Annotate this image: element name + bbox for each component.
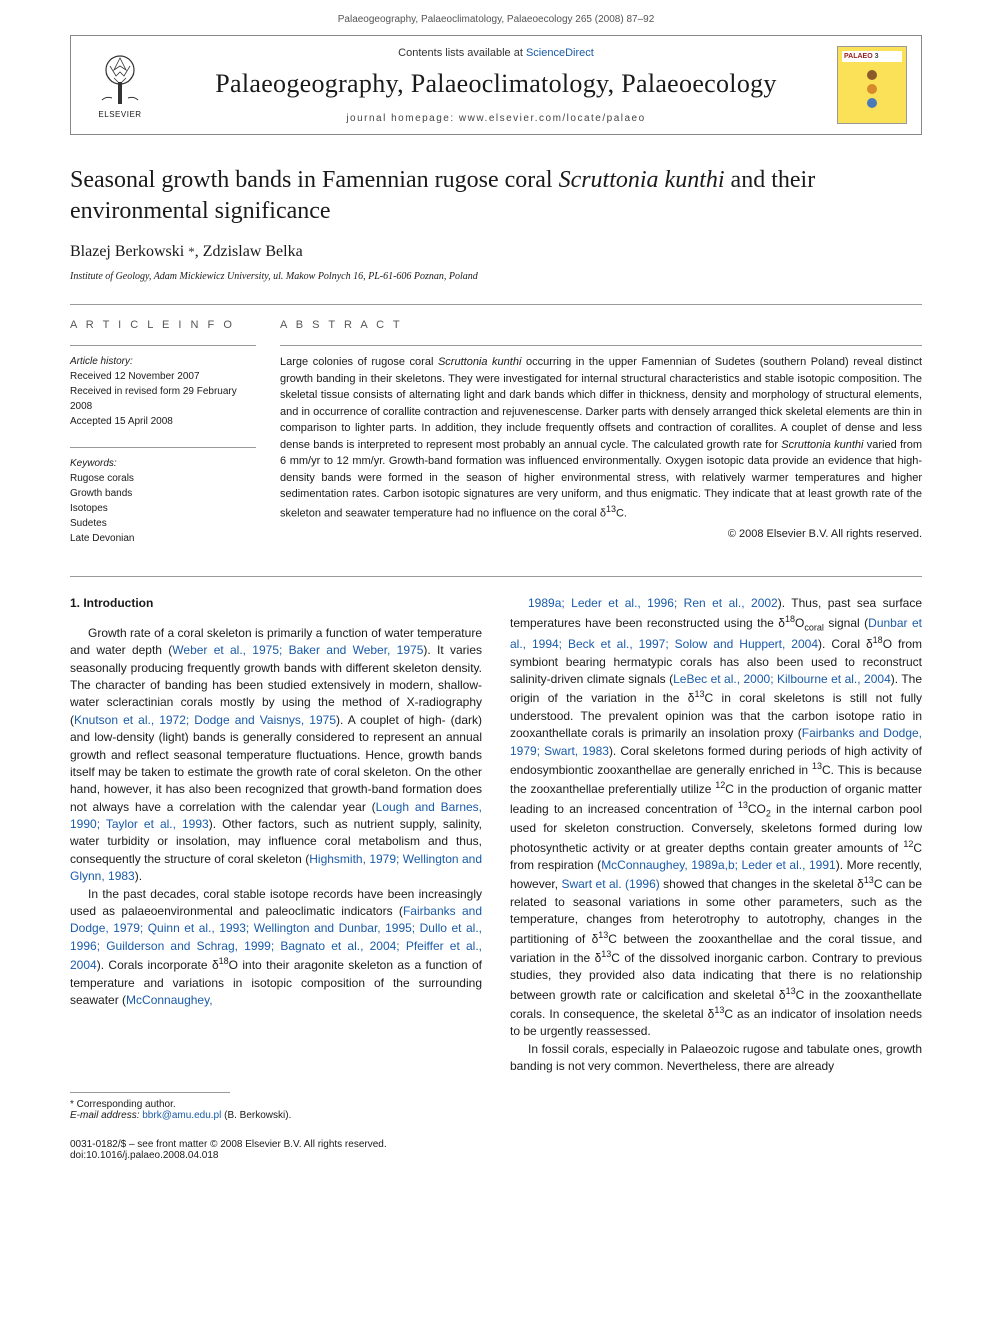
history-label: Article history: (70, 354, 256, 369)
divider-bottom (70, 576, 922, 577)
intro-heading: 1. Introduction (70, 595, 482, 612)
article-info-label: A R T I C L E I N F O (70, 319, 256, 331)
palaeo-label: PALAEO 3 (842, 51, 902, 62)
keyword-2: Isotopes (70, 501, 256, 516)
article-info-column: A R T I C L E I N F O Article history: R… (70, 319, 280, 564)
corresponding-author: * Corresponding author. (70, 1099, 922, 1110)
author-2: , Zdzislaw Belka (195, 243, 303, 260)
footer: * Corresponding author. E-mail address: … (70, 1099, 922, 1121)
journal-center: Contents lists available at ScienceDirec… (155, 47, 837, 124)
page-citation: Palaeogeography, Palaeoclimatology, Pala… (0, 0, 992, 35)
contents-prefix: Contents lists available at (398, 47, 526, 59)
history-received: Received 12 November 2007 (70, 369, 256, 384)
title-species: Scruttonia kunthi (559, 167, 725, 193)
abstract-label: A B S T R A C T (280, 319, 922, 331)
elsevier-tree-icon (92, 52, 148, 108)
journal-masthead: ELSEVIER Contents lists available at Sci… (70, 35, 922, 135)
keyword-0: Rugose corals (70, 471, 256, 486)
column-left: 1. Introduction Growth rate of a coral s… (70, 595, 482, 1075)
body-paragraph: In the past decades, coral stable isotop… (70, 886, 482, 1010)
history-revised: Received in revised form 29 February 200… (70, 384, 256, 414)
body-paragraph: Growth rate of a coral skeleton is prima… (70, 625, 482, 886)
author-1: Blazej Berkowski (70, 243, 188, 260)
footer-issn-doi: 0031-0182/$ – see front matter © 2008 El… (70, 1139, 992, 1161)
column-right: 1989a; Leder et al., 1996; Ren et al., 2… (510, 595, 922, 1075)
title-pre: Seasonal growth bands in Famennian rugos… (70, 167, 559, 193)
issn-line: 0031-0182/$ – see front matter © 2008 El… (70, 1139, 992, 1150)
history-accepted: Accepted 15 April 2008 (70, 414, 256, 429)
keyword-4: Late Devonian (70, 531, 256, 546)
elsevier-logo: ELSEVIER (85, 46, 155, 124)
abstract-column: A B S T R A C T Large colonies of rugose… (280, 319, 922, 564)
elsevier-wordmark: ELSEVIER (98, 110, 141, 119)
article-history: Article history: Received 12 November 20… (70, 354, 256, 429)
meta-abstract-row: A R T I C L E I N F O Article history: R… (70, 305, 922, 576)
email-paren: (B. Berkowski). (224, 1110, 291, 1121)
journal-homepage: journal homepage: www.elsevier.com/locat… (165, 113, 827, 124)
keywords-block: Keywords: Rugose corals Growth bands Iso… (70, 456, 256, 546)
email-line: E-mail address: bbrk@amu.edu.pl (B. Berk… (70, 1110, 922, 1121)
sciencedirect-link[interactable]: ScienceDirect (526, 47, 594, 59)
contents-available: Contents lists available at ScienceDirec… (165, 47, 827, 59)
body-columns: 1. Introduction Growth rate of a coral s… (70, 595, 922, 1075)
abstract-text: Large colonies of rugose coral Scruttoni… (280, 354, 922, 522)
divider-abstract (280, 345, 922, 346)
article-title: Seasonal growth bands in Famennian rugos… (70, 165, 922, 227)
palaeo-dots-icon (867, 70, 877, 108)
copyright: © 2008 Elsevier B.V. All rights reserved… (280, 528, 922, 540)
divider-info (70, 345, 256, 346)
email-link[interactable]: bbrk@amu.edu.pl (142, 1110, 221, 1121)
palaeo-cover-icon: PALAEO 3 (837, 46, 907, 124)
body-paragraph: 1989a; Leder et al., 1996; Ren et al., 2… (510, 595, 922, 1040)
footer-divider (70, 1092, 230, 1093)
authors: Blazej Berkowski *, Zdzislaw Belka (70, 243, 922, 261)
affiliation: Institute of Geology, Adam Mickiewicz Un… (70, 271, 922, 282)
keywords-label: Keywords: (70, 456, 256, 471)
keyword-3: Sudetes (70, 516, 256, 531)
journal-title: Palaeogeography, Palaeoclimatology, Pala… (165, 69, 827, 99)
body-paragraph: In fossil corals, especially in Palaeozo… (510, 1041, 922, 1076)
doi-line: doi:10.1016/j.palaeo.2008.04.018 (70, 1150, 992, 1161)
keyword-1: Growth bands (70, 486, 256, 501)
email-label: E-mail address: (70, 1110, 139, 1121)
divider-keywords (70, 447, 256, 448)
